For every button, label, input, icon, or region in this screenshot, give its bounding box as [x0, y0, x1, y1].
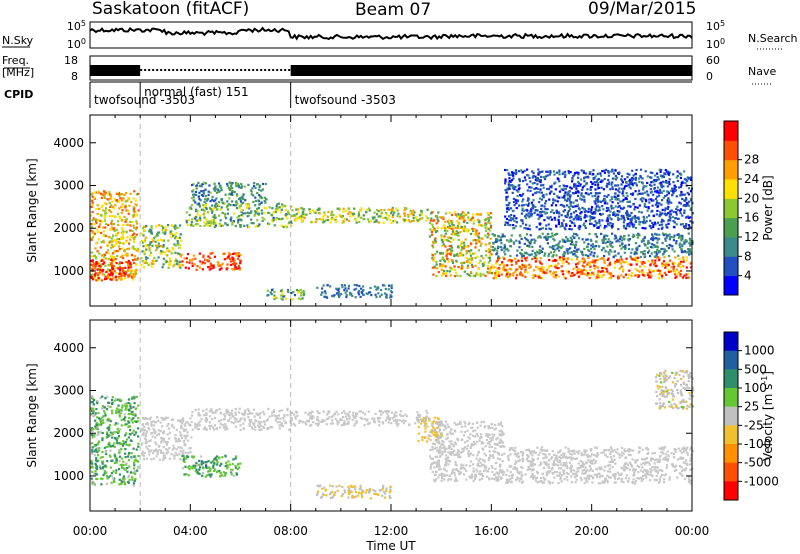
freq-tick-high: 18 [64, 54, 78, 67]
y-tick-label: 3000 [53, 179, 84, 193]
nsearch-tick-high: 105 [706, 19, 725, 33]
colorbar-tick-label: 8 [744, 249, 752, 263]
x-tick-label: 16:00 [474, 524, 509, 538]
nsky-trace [89, 26, 693, 41]
x-tick-label: 20:00 [574, 524, 609, 538]
colorbar-tick-label: 1000 [744, 344, 775, 358]
freq-label: Freq. [2, 54, 29, 67]
cpid-mode-label: twofsound -3503 [295, 93, 396, 107]
x-tick-label: 00:00 [675, 524, 710, 538]
nsky-tick-low: 100 [67, 37, 86, 51]
colorbar-tick-label: 16 [744, 211, 759, 225]
y-tick-label: 3000 [53, 384, 84, 398]
nave-tick-high: 60 [706, 54, 720, 67]
colorbar-label: Velocity [m s-1] [760, 371, 775, 461]
colorbar-frame [723, 120, 739, 296]
freq-bar-twofsound-b [290, 65, 692, 76]
y-axis-label: Slant Range [km] [25, 158, 39, 262]
x-tick-label: 08:00 [273, 524, 308, 538]
y-axis-label: Slant Range [km] [25, 363, 39, 467]
colorbar-label: Power [dB] [761, 175, 775, 240]
colorbar-tick-label: -500 [744, 456, 771, 470]
colorbar-tick-label: 500 [744, 362, 767, 376]
colorbar-tick-label: 20 [744, 191, 759, 205]
nsky-label: N.Sky [2, 34, 34, 47]
cpid-mode-label: normal (fast) 151 [144, 85, 248, 99]
beam-title: Beam 07 [355, 0, 432, 20]
nsearch-label: N.Search [748, 32, 798, 45]
colorbar-tick-label: 28 [744, 153, 759, 167]
date-title: 09/Mar/2015 [588, 0, 697, 19]
velocity-colorbar [724, 332, 738, 501]
colorbar-tick-label: -1000 [744, 474, 779, 488]
freq-bar-twofsound-a [90, 65, 141, 76]
nsearch-tick-low: 100 [706, 37, 725, 51]
colorbar-tick-label: 24 [744, 172, 759, 186]
y-tick-label: 1000 [53, 469, 84, 483]
colorbar-tick-label: 25 [744, 400, 759, 414]
colorbar-tick-label: -100 [744, 437, 771, 451]
y-tick-label: 1000 [53, 264, 84, 278]
colorbar-tick-label: 12 [744, 230, 759, 244]
y-tick-label: 2000 [53, 426, 84, 440]
freq-tick-low: 8 [71, 70, 78, 83]
freq-unit: [MHz] [2, 66, 34, 79]
x-tick-label: 00:00 [73, 524, 108, 538]
y-tick-label: 2000 [53, 221, 84, 235]
colorbar-tick-label: 100 [744, 381, 767, 395]
nave-tick-low: 0 [706, 70, 713, 83]
y-tick-label: 4000 [53, 136, 84, 150]
station-title: Saskatoon (fitACF) [92, 0, 250, 19]
velocity-heatmap [90, 369, 695, 500]
colorbar-tick-label: 4 [744, 269, 752, 283]
x-axis-label: Time UT [365, 539, 416, 553]
nsky-panel [89, 21, 693, 49]
power-colorbar [724, 121, 738, 296]
y-tick-label: 4000 [53, 341, 84, 355]
x-tick-label: 04:00 [173, 524, 208, 538]
cpid-mode-label: twofsound -3503 [94, 93, 195, 107]
colorbar-tick-label: -25 [744, 418, 764, 432]
nsky-tick-high: 105 [67, 19, 86, 33]
x-tick-label: 12:00 [374, 524, 409, 538]
colorbar-frame [723, 331, 739, 501]
power-heatmap [90, 168, 694, 301]
nave-label: Nave [748, 65, 776, 78]
cpid-label: CPID [4, 88, 33, 101]
